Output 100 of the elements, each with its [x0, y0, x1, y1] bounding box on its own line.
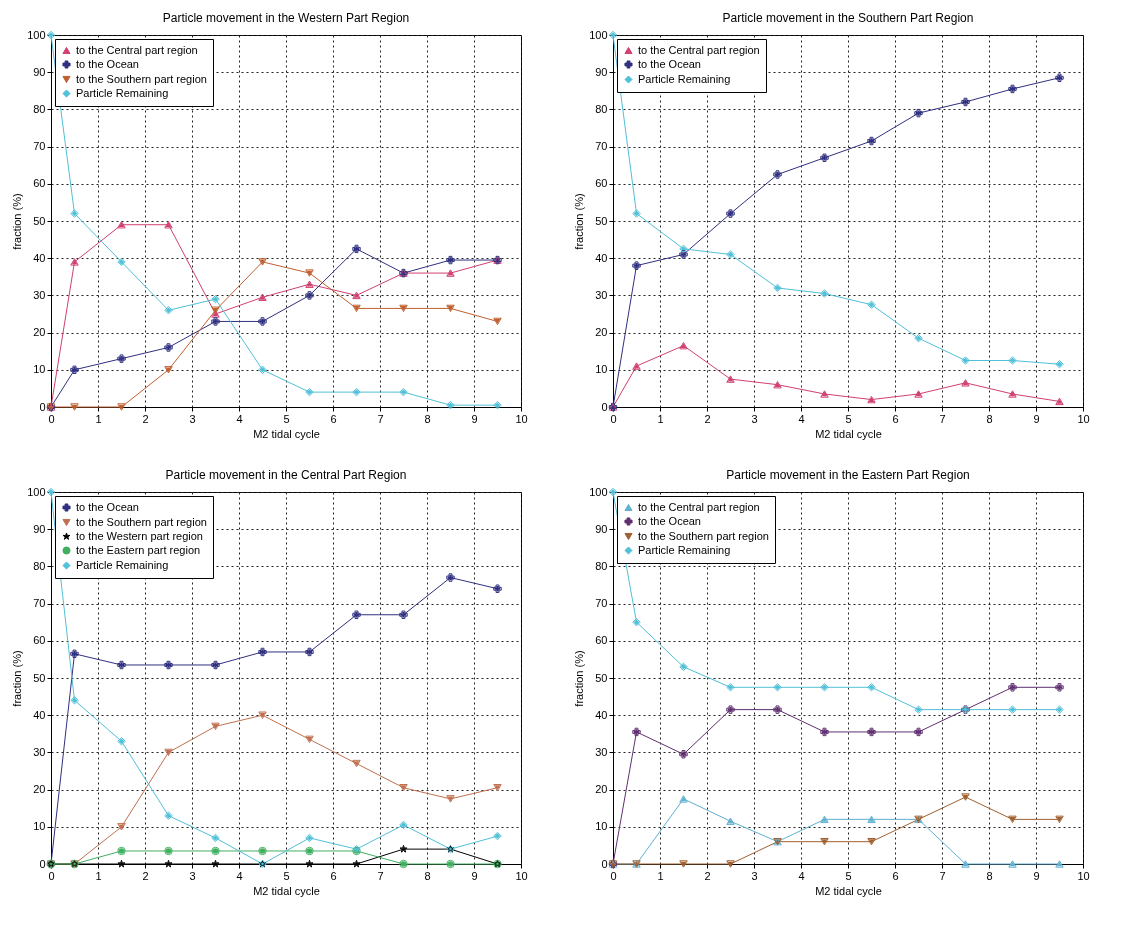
x-axis-title: M2 tidal cycle	[815, 884, 882, 897]
x-tick-label: 5	[283, 412, 290, 425]
x-tick-label: 10	[515, 412, 528, 425]
y-tick-label: 30	[33, 288, 46, 301]
legend-label: to the Central part region	[638, 500, 760, 513]
x-tick-label: 2	[142, 869, 149, 882]
y-tick-label: 0	[601, 400, 608, 413]
legend-label: to the Western part region	[76, 529, 203, 542]
y-tick-label: 90	[33, 522, 46, 535]
x-tick-label: 5	[845, 869, 852, 882]
y-tick-label: 10	[595, 363, 608, 376]
x-tick-label: 3	[189, 869, 196, 882]
x-tick-label: 1	[657, 869, 664, 882]
x-tick-label: 8	[424, 412, 431, 425]
x-axis-title: M2 tidal cycle	[815, 427, 882, 440]
x-tick-label: 4	[798, 412, 805, 425]
x-tick-label: 3	[751, 869, 758, 882]
legend-label: to the Southern part region	[76, 515, 207, 528]
x-tick-label: 5	[845, 412, 852, 425]
x-tick-label: 5	[283, 869, 290, 882]
y-tick-label: 80	[33, 102, 46, 115]
legend-label: Particle Remaining	[76, 558, 169, 571]
y-axis-title: fraction (%)	[573, 650, 586, 707]
y-tick-label: 10	[595, 820, 608, 833]
x-tick-label: 7	[939, 869, 946, 882]
x-tick-label: 2	[704, 869, 711, 882]
x-axis-title: M2 tidal cycle	[253, 884, 320, 897]
legend-label: to the Central part region	[76, 43, 198, 56]
y-tick-label: 70	[595, 597, 608, 610]
y-tick-label: 40	[33, 708, 46, 721]
x-tick-label: 3	[751, 412, 758, 425]
y-tick-label: 20	[595, 783, 608, 796]
y-tick-label: 10	[33, 820, 46, 833]
y-tick-label: 40	[595, 708, 608, 721]
y-tick-label: 50	[595, 671, 608, 684]
x-tick-label: 0	[48, 869, 55, 882]
x-tick-label: 10	[515, 869, 528, 882]
y-tick-label: 100	[589, 28, 608, 41]
x-tick-label: 9	[1033, 869, 1040, 882]
x-tick-label: 0	[610, 412, 617, 425]
y-tick-label: 0	[601, 857, 608, 870]
y-tick-label: 20	[33, 326, 46, 339]
legend-label: to the Ocean	[638, 57, 701, 70]
y-tick-label: 30	[595, 288, 608, 301]
x-tick-label: 1	[95, 412, 102, 425]
legend-label: to the Southern part region	[638, 529, 769, 542]
y-axis-title: fraction (%)	[11, 650, 24, 707]
x-tick-label: 7	[377, 412, 384, 425]
chart-title: Particle movement in the Central Part Region	[165, 468, 407, 482]
y-tick-label: 50	[33, 214, 46, 227]
y-tick-label: 30	[595, 745, 608, 758]
y-axis-title: fraction (%)	[11, 193, 24, 250]
y-tick-label: 90	[595, 522, 608, 535]
legend-label: Particle Remaining	[638, 543, 731, 556]
x-tick-label: 10	[1077, 412, 1090, 425]
x-tick-label: 4	[798, 869, 805, 882]
x-tick-label: 6	[330, 412, 337, 425]
x-tick-label: 9	[1033, 412, 1040, 425]
x-axis-title: M2 tidal cycle	[253, 427, 320, 440]
y-tick-label: 50	[33, 671, 46, 684]
legend-label: to the Southern part region	[76, 72, 207, 85]
legend-label: to the Eastern part region	[76, 543, 201, 556]
x-tick-label: 6	[892, 412, 899, 425]
y-tick-label: 60	[33, 634, 46, 647]
x-tick-label: 8	[424, 869, 431, 882]
legend-label: Particle Remaining	[76, 86, 169, 99]
y-tick-label: 100	[27, 485, 46, 498]
x-tick-label: 6	[892, 869, 899, 882]
y-tick-label: 90	[33, 65, 46, 78]
x-tick-label: 8	[986, 412, 993, 425]
y-tick-label: 30	[33, 745, 46, 758]
y-tick-label: 60	[595, 634, 608, 647]
y-tick-label: 80	[33, 559, 46, 572]
x-tick-label: 2	[142, 412, 149, 425]
y-tick-label: 60	[33, 177, 46, 190]
x-tick-label: 9	[471, 869, 478, 882]
x-tick-label: 10	[1077, 869, 1090, 882]
y-tick-label: 100	[27, 28, 46, 41]
y-axis-title: fraction (%)	[573, 193, 586, 250]
x-tick-label: 8	[986, 869, 993, 882]
x-tick-label: 7	[377, 869, 384, 882]
y-tick-label: 0	[39, 400, 46, 413]
x-tick-label: 9	[471, 412, 478, 425]
y-tick-label: 40	[33, 251, 46, 264]
y-tick-label: 70	[33, 140, 46, 153]
y-tick-label: 100	[589, 485, 608, 498]
x-tick-label: 6	[330, 869, 337, 882]
x-tick-label: 0	[610, 869, 617, 882]
legend-label: to the Ocean	[76, 500, 139, 513]
y-tick-label: 50	[595, 214, 608, 227]
x-tick-label: 4	[236, 412, 243, 425]
y-tick-label: 70	[33, 597, 46, 610]
x-tick-label: 7	[939, 412, 946, 425]
chart-title: Particle movement in the Eastern Part Region	[726, 468, 970, 482]
y-tick-label: 10	[33, 363, 46, 376]
y-tick-label: 80	[595, 559, 608, 572]
y-tick-label: 80	[595, 102, 608, 115]
y-tick-label: 0	[39, 857, 46, 870]
x-tick-label: 2	[704, 412, 711, 425]
y-tick-label: 20	[595, 326, 608, 339]
